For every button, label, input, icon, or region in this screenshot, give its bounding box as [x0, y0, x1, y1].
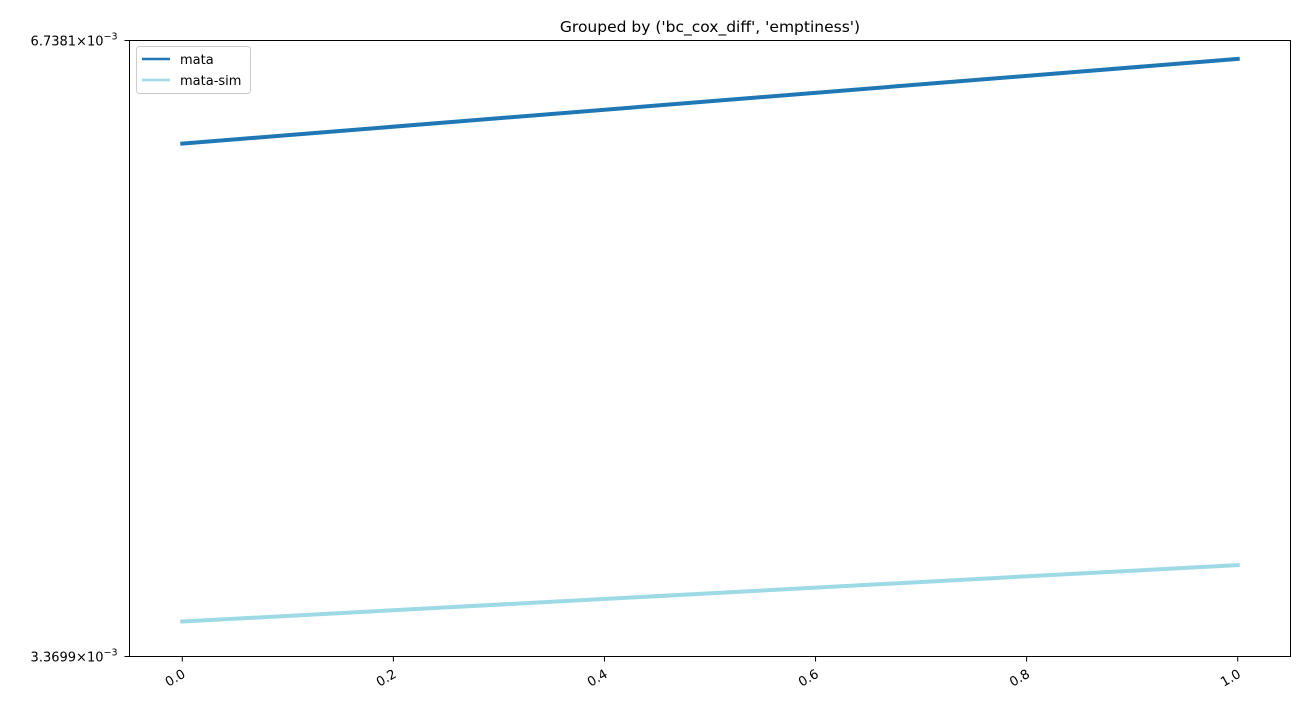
x-tick-label: 0.4 — [585, 667, 610, 690]
series-layer — [180, 56, 1240, 624]
y-tick-mantissa: 6.7381 — [31, 35, 77, 50]
x-tick-label: 0.2 — [374, 667, 399, 690]
x-tick-label: 0.8 — [1007, 667, 1032, 690]
legend-label-mata: mata — [180, 53, 214, 68]
y-tick-exponent: −3 — [103, 32, 117, 43]
y-tick-exponent: −3 — [103, 648, 117, 659]
x-axis: 0.0 0.2 0.4 0.6 0.8 1.0 — [163, 656, 1244, 690]
y-tick-label: 3.3699×10−3 — [31, 648, 118, 666]
plot-frame — [129, 40, 1291, 657]
y-tick-label: 6.7381×10−3 — [31, 32, 118, 50]
y-axis: 6.7381×10−3 3.3699×10−3 — [31, 32, 130, 666]
x-tick-label: 0.0 — [163, 667, 188, 690]
legend: mata mata-sim — [136, 46, 251, 94]
chart-title: Grouped by ('bc_cox_diff', 'emptiness') — [560, 18, 860, 37]
series-line-mata — [180, 56, 1240, 146]
y-tick-mantissa: 3.3699 — [31, 651, 77, 666]
x-tick-label: 0.6 — [796, 667, 821, 690]
legend-label-mata-sim: mata-sim — [180, 74, 241, 89]
x-tick-label: 1.0 — [1218, 667, 1243, 690]
series-line-mata-sim — [180, 562, 1240, 624]
